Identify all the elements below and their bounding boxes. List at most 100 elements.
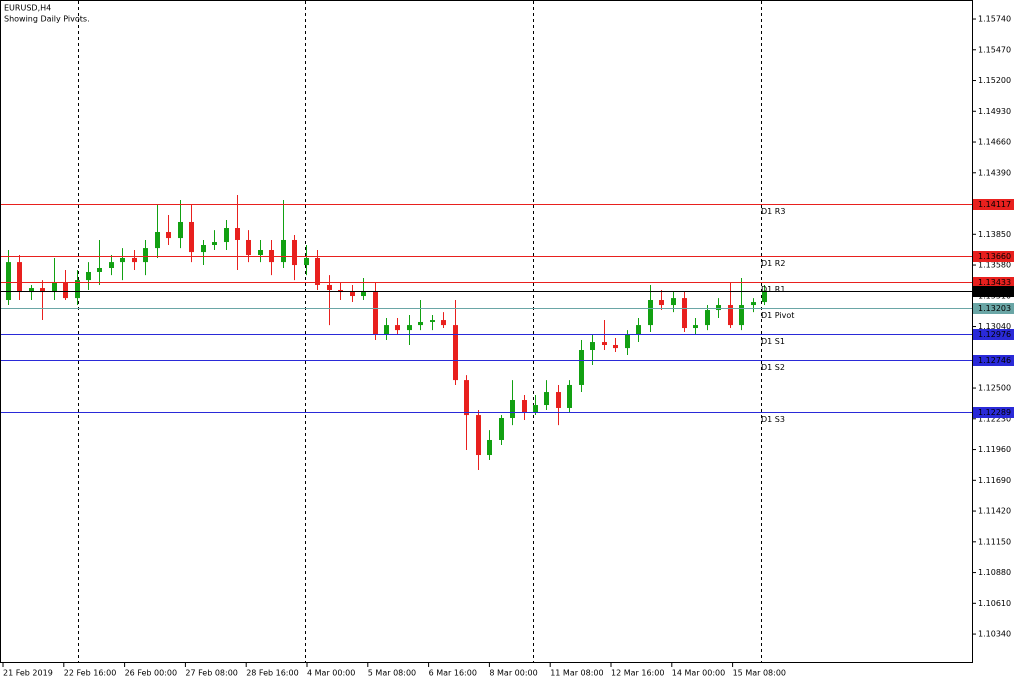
candle-body — [6, 262, 11, 301]
candle-body — [155, 232, 160, 249]
candle-body — [166, 232, 171, 239]
x-tick-label: 11 Mar 08:00 — [550, 669, 603, 678]
y-tick-label: 1.11420 — [978, 507, 1011, 516]
candle-body — [430, 320, 435, 322]
candle-body — [407, 325, 412, 331]
y-tick-label: 1.13040 — [978, 322, 1011, 331]
pivot-price-box — [973, 407, 1014, 418]
candle-body — [556, 392, 561, 408]
pivot-price-label: 1.12746 — [978, 356, 1011, 365]
pivot-price-box — [973, 303, 1014, 314]
y-tick-label: 1.15200 — [978, 76, 1011, 85]
y-tick-label: 1.11960 — [978, 445, 1011, 454]
candle-body — [143, 248, 148, 263]
x-tick-label: 26 Feb 00:00 — [125, 669, 177, 678]
x-tick-label: 27 Feb 08:00 — [185, 669, 237, 678]
candle-body — [739, 305, 744, 326]
current-price-box — [973, 286, 1014, 297]
candle-body — [212, 242, 217, 245]
y-tick-label: 1.10610 — [978, 599, 1011, 608]
candle-body — [315, 257, 320, 285]
y-tick-label: 1.12500 — [978, 384, 1011, 393]
candle-body — [716, 305, 721, 311]
y-tick-label: 1.14930 — [978, 107, 1011, 116]
candle-body — [29, 288, 34, 293]
candle-body — [476, 415, 481, 456]
candle-body — [625, 334, 630, 349]
candle-body — [189, 221, 194, 253]
candle-body — [63, 282, 68, 299]
pivot-name: D1 R3 — [761, 207, 785, 216]
pivot-name: D1 R1 — [761, 285, 785, 294]
pivot-name: D1 R2 — [761, 259, 785, 268]
y-tick-label: 1.10340 — [978, 630, 1011, 639]
candle-body — [75, 280, 80, 299]
candle-body — [522, 400, 527, 413]
pivot-price-box — [973, 251, 1014, 262]
y-tick-label: 1.14390 — [978, 168, 1011, 177]
candle-body — [258, 250, 263, 256]
candle-body — [693, 325, 698, 329]
pivot-price-label: 1.13660 — [978, 252, 1011, 261]
candle-body — [590, 342, 595, 351]
candle-body — [441, 320, 446, 326]
x-tick-label: 15 Mar 08:00 — [733, 669, 786, 678]
y-tick-label: 1.10880 — [978, 568, 1011, 577]
pivot-price-box — [973, 329, 1014, 340]
candle-body — [201, 244, 206, 253]
candle-body — [751, 302, 756, 306]
candle-body — [395, 325, 400, 331]
x-tick-label: 22 Feb 16:00 — [64, 669, 116, 678]
candle-body — [384, 325, 389, 335]
candle-body — [487, 439, 492, 456]
candle-body — [659, 300, 664, 306]
candle-body — [510, 400, 515, 419]
candle-body — [613, 344, 618, 349]
candle-body — [705, 310, 710, 326]
candle-body — [648, 300, 653, 326]
candle-body — [132, 257, 137, 263]
plot-frame — [0, 0, 973, 663]
y-tick-label: 1.13850 — [978, 230, 1011, 239]
candle-body — [567, 384, 572, 408]
y-tick-label: 1.13580 — [978, 261, 1011, 270]
candle-body — [327, 284, 332, 290]
candle-body — [40, 288, 45, 293]
pivot-price-box — [973, 277, 1014, 288]
candle-body — [671, 298, 676, 306]
candle-body — [579, 350, 584, 385]
y-tick-label: 1.11150 — [978, 537, 1011, 546]
x-tick-label: 28 Feb 16:00 — [246, 669, 298, 678]
candle-body — [109, 262, 114, 269]
candle-body — [120, 257, 125, 263]
candle-body — [533, 405, 538, 413]
candle-body — [499, 418, 504, 440]
y-tick-label: 1.15470 — [978, 45, 1011, 54]
x-tick-label: 12 Mar 16:00 — [611, 669, 664, 678]
x-tick-label: 8 Mar 00:00 — [489, 669, 537, 678]
candle-body — [52, 282, 57, 293]
candle-body — [224, 228, 229, 243]
candle-body — [418, 321, 423, 326]
x-tick-label: 4 Mar 00:00 — [307, 669, 355, 678]
candle-body — [17, 262, 22, 293]
candle-body — [453, 325, 458, 381]
y-tick-label: 1.15740 — [978, 15, 1011, 24]
candle-body — [373, 292, 378, 335]
candle-body — [178, 221, 183, 239]
candle-body — [350, 292, 355, 297]
pivot-name: D1 Pivot — [761, 311, 794, 320]
candle-body — [235, 228, 240, 240]
pivot-price-label: 1.13203 — [978, 304, 1011, 313]
pivot-price-label: 1.12289 — [978, 408, 1011, 417]
pivot-price-label: 1.12976 — [978, 330, 1011, 339]
candle-body — [762, 290, 767, 303]
candle-body — [544, 392, 549, 406]
pivot-price-label: 1.13433 — [978, 278, 1011, 287]
candle-body — [246, 239, 251, 256]
x-tick-label: 5 Mar 08:00 — [368, 669, 416, 678]
candle-body — [304, 257, 309, 266]
x-tick-label: 6 Mar 16:00 — [429, 669, 477, 678]
y-tick-label: 1.12230 — [978, 414, 1011, 423]
candle-body — [86, 271, 91, 281]
